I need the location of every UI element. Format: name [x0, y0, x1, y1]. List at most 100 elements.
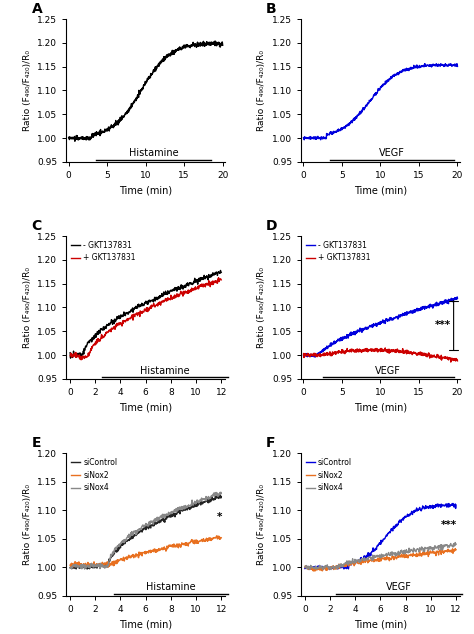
siNox4 [320, 563, 326, 571]
siControl [362, 553, 368, 561]
siControl [450, 500, 456, 507]
siControl [412, 507, 418, 514]
siNox4 [412, 547, 418, 554]
Text: VEGF: VEGF [386, 582, 412, 592]
+ GKT137831 [177, 290, 183, 297]
Line: + GKT137831: + GKT137831 [70, 278, 221, 360]
X-axis label: Time (min): Time (min) [354, 619, 407, 630]
Line: siControl: siControl [305, 503, 456, 570]
- GKT137831 [163, 287, 168, 295]
- GKT137831 [128, 307, 133, 315]
- GKT137831 [219, 269, 224, 276]
+ GKT137831 [117, 319, 123, 327]
X-axis label: Time (min): Time (min) [354, 403, 407, 413]
+ GKT137831 [216, 274, 221, 281]
siNox4 [362, 555, 368, 563]
siNox2 [214, 532, 219, 540]
- GKT137831 [404, 310, 410, 318]
- GKT137831 [417, 306, 422, 313]
siNox4 [177, 505, 183, 513]
Text: C: C [31, 219, 42, 233]
siNox4 [320, 566, 326, 573]
siNox4 [352, 559, 357, 566]
Legend: siControl, siNox2, siNox4: siControl, siNox2, siNox4 [68, 455, 120, 495]
Text: VEGF: VEGF [375, 366, 401, 375]
siNox4 [177, 505, 182, 513]
siControl [219, 493, 224, 501]
Line: - GKT137831: - GKT137831 [303, 297, 457, 357]
siNox2 [362, 559, 368, 566]
+ GKT137831 [219, 276, 224, 283]
Text: D: D [266, 219, 278, 233]
- GKT137831 [392, 314, 397, 322]
- GKT137831 [340, 335, 346, 343]
siControl [177, 508, 182, 516]
Legend: - GKT137831, + GKT137831: - GKT137831, + GKT137831 [303, 238, 374, 266]
siControl [117, 542, 123, 550]
+ GKT137831 [328, 350, 334, 358]
+ GKT137831 [340, 347, 346, 355]
- GKT137831 [177, 285, 183, 292]
siNox2 [177, 541, 183, 549]
Y-axis label: Ratio (F₄₉₀/F₄₂₀)/R₀: Ratio (F₄₉₀/F₄₂₀)/R₀ [257, 50, 266, 131]
Text: A: A [31, 3, 42, 16]
- GKT137831 [311, 353, 317, 361]
- GKT137831 [67, 349, 73, 356]
+ GKT137831 [448, 358, 454, 366]
Text: Histamine: Histamine [128, 148, 178, 158]
Text: ***: *** [441, 519, 457, 529]
siNox2 [411, 551, 417, 559]
- GKT137831 [117, 315, 123, 323]
X-axis label: Time (min): Time (min) [119, 185, 172, 195]
+ GKT137831 [455, 357, 460, 365]
X-axis label: Time (min): Time (min) [119, 619, 172, 630]
siControl [67, 564, 73, 571]
Text: VEGF: VEGF [379, 148, 405, 158]
siNox2 [105, 564, 111, 571]
Line: - GKT137831: - GKT137831 [70, 271, 221, 358]
+ GKT137831 [67, 352, 73, 359]
+ GKT137831 [128, 315, 133, 323]
siNox2 [453, 546, 459, 553]
Y-axis label: Ratio (F₄₉₀/F₄₂₀)/R₀: Ratio (F₄₉₀/F₄₂₀)/R₀ [23, 267, 32, 348]
siControl [163, 513, 168, 521]
siNox4 [452, 539, 458, 547]
+ GKT137831 [383, 344, 388, 352]
siNox2 [163, 545, 168, 553]
+ GKT137831 [392, 347, 397, 354]
Text: ***: *** [435, 320, 451, 330]
siNox2 [219, 534, 224, 541]
siControl [398, 517, 403, 524]
siNox4 [86, 562, 91, 570]
- GKT137831 [455, 294, 460, 302]
siNox4 [117, 541, 123, 549]
Y-axis label: Ratio (F₄₉₀/F₄₂₀)/R₀: Ratio (F₄₉₀/F₄₂₀)/R₀ [257, 484, 266, 565]
siNox2 [67, 562, 73, 569]
+ GKT137831 [78, 356, 84, 364]
siControl [453, 501, 459, 508]
siNox2 [85, 562, 91, 570]
- GKT137831 [177, 284, 182, 292]
siControl [411, 508, 417, 516]
- GKT137831 [301, 352, 306, 359]
- GKT137831 [371, 323, 376, 330]
- GKT137831 [86, 337, 91, 345]
X-axis label: Time (min): Time (min) [354, 185, 407, 195]
Legend: siControl, siNox2, siNox4: siControl, siNox2, siNox4 [303, 455, 355, 495]
- GKT137831 [455, 293, 460, 301]
siNox2 [352, 561, 357, 569]
siNox4 [398, 548, 403, 555]
siNox2 [177, 542, 182, 550]
siNox4 [453, 540, 459, 548]
+ GKT137831 [177, 292, 182, 299]
siNox2 [412, 551, 418, 559]
siNox2 [302, 564, 308, 571]
siNox4 [163, 511, 168, 519]
+ GKT137831 [417, 349, 422, 356]
siControl [218, 491, 223, 499]
- GKT137831 [218, 267, 223, 275]
siNox2 [398, 552, 403, 559]
Text: Histamine: Histamine [146, 582, 196, 592]
+ GKT137831 [86, 352, 91, 359]
+ GKT137831 [404, 350, 410, 358]
